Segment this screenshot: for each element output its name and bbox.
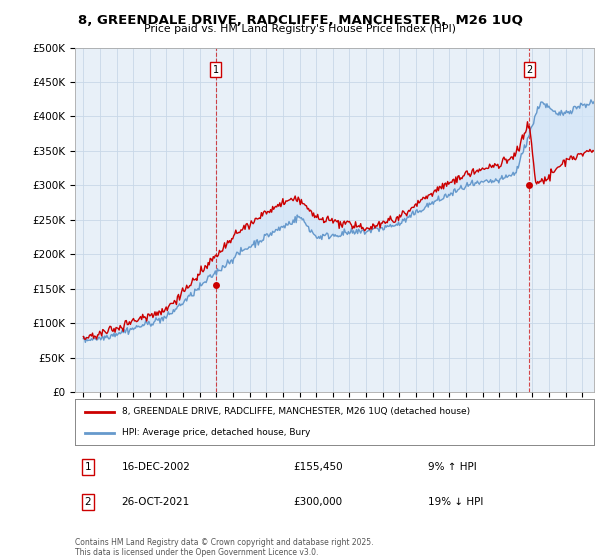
Text: £155,450: £155,450 [293,462,343,472]
Text: 19% ↓ HPI: 19% ↓ HPI [428,497,483,507]
Text: 8, GREENDALE DRIVE, RADCLIFFE, MANCHESTER, M26 1UQ (detached house): 8, GREENDALE DRIVE, RADCLIFFE, MANCHESTE… [122,407,470,416]
Text: 1: 1 [85,462,91,472]
Text: Price paid vs. HM Land Registry's House Price Index (HPI): Price paid vs. HM Land Registry's House … [144,24,456,34]
Text: Contains HM Land Registry data © Crown copyright and database right 2025.
This d: Contains HM Land Registry data © Crown c… [75,538,373,557]
Text: HPI: Average price, detached house, Bury: HPI: Average price, detached house, Bury [122,428,310,437]
Text: 2: 2 [526,64,533,74]
Text: 2: 2 [85,497,91,507]
Text: 9% ↑ HPI: 9% ↑ HPI [428,462,476,472]
Text: 16-DEC-2002: 16-DEC-2002 [122,462,191,472]
Text: 8, GREENDALE DRIVE, RADCLIFFE, MANCHESTER,  M26 1UQ: 8, GREENDALE DRIVE, RADCLIFFE, MANCHESTE… [77,14,523,27]
Text: 1: 1 [212,64,219,74]
Text: £300,000: £300,000 [293,497,342,507]
Text: 26-OCT-2021: 26-OCT-2021 [122,497,190,507]
